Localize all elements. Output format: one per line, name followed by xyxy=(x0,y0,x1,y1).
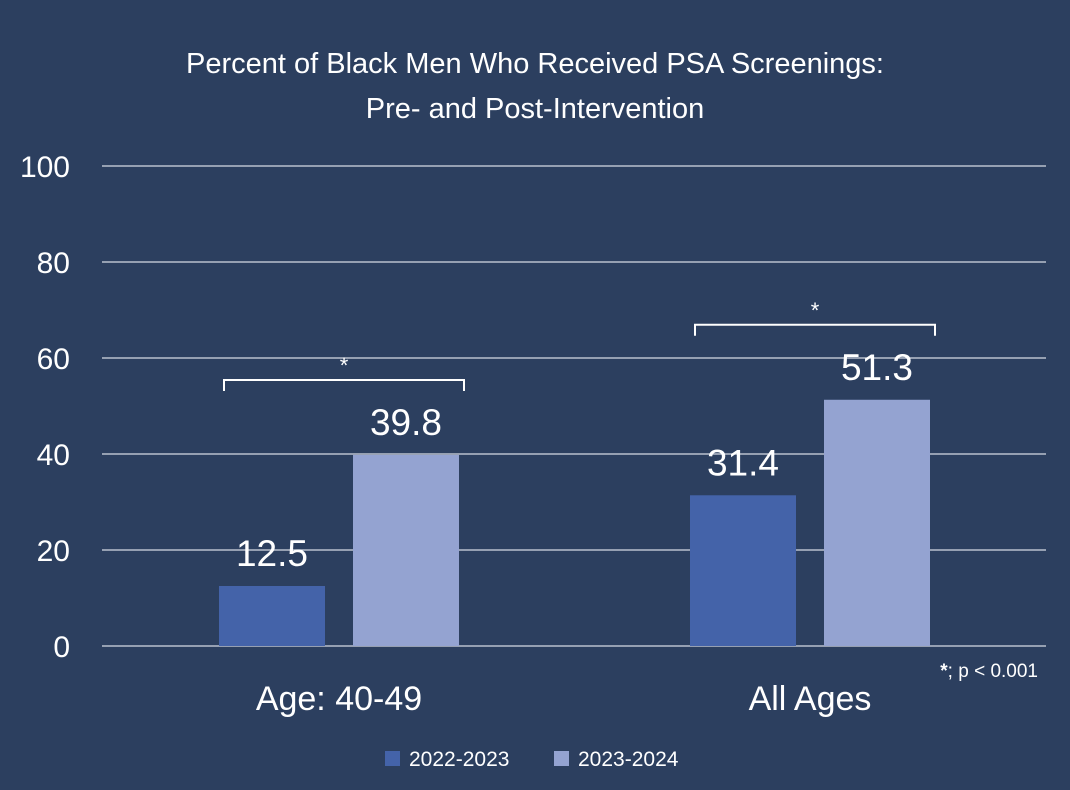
legend: 2022-2023 2023-2024 xyxy=(385,748,679,771)
y-tick-label: 20 xyxy=(37,535,70,568)
y-tick-label: 100 xyxy=(20,151,70,184)
significance-bracket xyxy=(223,378,465,391)
bar xyxy=(219,586,325,646)
legend-swatch xyxy=(554,751,569,766)
y-tick-label: 80 xyxy=(37,247,70,280)
legend-label: 2023-2024 xyxy=(578,748,679,771)
y-axis-ticks: 0 20 40 60 80 100 xyxy=(20,151,70,664)
significance-star: * xyxy=(811,298,820,323)
y-tick-label: 0 xyxy=(53,631,70,664)
significance-star: * xyxy=(340,353,349,378)
significance-note-star: * xyxy=(940,661,948,682)
data-labels: 12.5 39.8 31.4 51.3 xyxy=(236,347,913,574)
chart-subtitle: Pre- and Post-Intervention xyxy=(366,93,705,125)
bar xyxy=(690,495,796,646)
y-tick-label: 60 xyxy=(37,343,70,376)
y-tick-label: 40 xyxy=(37,439,70,472)
x-tick-label: Age: 40-49 xyxy=(256,680,422,718)
significance-note: *; p < 0.001 xyxy=(940,661,1038,682)
legend-label: 2022-2023 xyxy=(409,748,509,771)
chart-title: Percent of Black Men Who Received PSA Sc… xyxy=(186,48,884,80)
significance-brackets: ** xyxy=(223,298,936,391)
legend-swatch xyxy=(385,751,400,766)
bars xyxy=(219,399,930,646)
data-label: 39.8 xyxy=(370,402,442,443)
x-tick-label: All Ages xyxy=(749,680,872,718)
bar xyxy=(824,399,930,646)
x-axis-ticks: Age: 40-49 All Ages xyxy=(256,680,872,718)
data-label: 31.4 xyxy=(707,442,779,483)
bar xyxy=(353,454,459,646)
significance-note-text: ; p < 0.001 xyxy=(948,661,1038,682)
data-label: 12.5 xyxy=(236,533,308,574)
significance-bracket xyxy=(694,323,936,336)
data-label: 51.3 xyxy=(841,347,913,388)
